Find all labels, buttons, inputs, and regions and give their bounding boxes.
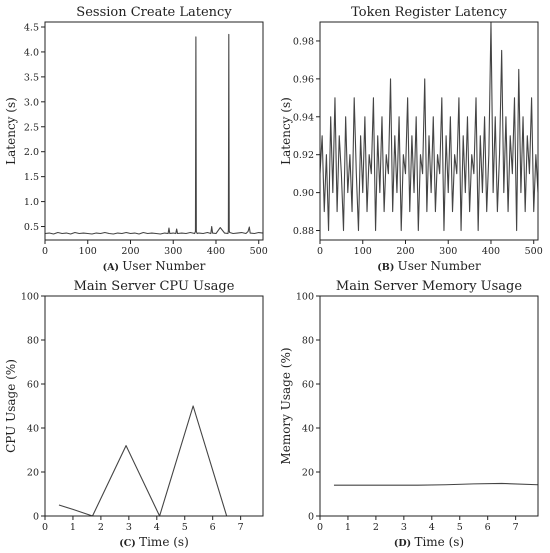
x-axis-label-letter: (C) [119,538,139,549]
x-tick-label: 0 [42,522,48,533]
x-tick-label: 1 [345,522,351,533]
x-axis-label: (D) Time (s) [394,535,464,549]
y-tick-label: 3.0 [24,97,39,108]
x-tick-label: 200 [121,246,139,257]
y-tick-label: 0 [308,512,314,523]
x-tick-label: 5 [182,522,188,533]
y-tick-label: 40 [27,424,39,435]
y-tick-label: 20 [302,468,314,479]
x-axis-label: (A) User Number [103,259,206,273]
x-tick-label: 500 [525,246,543,257]
series-line-1 [333,482,539,486]
series-line-1 [319,21,539,232]
y-tick-label: 0.88 [293,226,314,237]
chart-title: Token Register Latency [351,5,507,20]
y-axis-label: Latency (s) [279,97,293,165]
y-axis-label: Memory Usage (%) [279,347,293,464]
y-tick-label: 0.96 [293,74,314,85]
x-tick-label: 7 [513,522,519,533]
x-tick-label: 100 [354,246,372,257]
x-tick-label: 2 [98,522,104,533]
y-tick-label: 60 [302,380,314,391]
y-tick-label: 2.5 [24,122,39,133]
y-tick-label: 100 [21,292,39,303]
y-axis-label: Latency (s) [4,97,18,165]
x-tick-label: 500 [250,246,268,257]
x-axis-label-text: Time (s) [414,535,464,549]
x-tick-label: 1 [70,522,76,533]
y-tick-label: 0.5 [24,222,39,233]
x-tick-label: 6 [485,522,491,533]
y-tick-label: 20 [27,468,39,479]
x-tick-label: 0 [317,522,323,533]
x-axis-label-letter: (A) [103,262,123,273]
chart-panel-3: Main Server CPU Usage 0 1 2 3 4 5 6 7 0 20 40 60 80 10… [4,279,264,549]
x-tick-label: 5 [457,522,463,533]
y-tick-label: 1.0 [24,197,39,208]
x-tick-label: 300 [439,246,457,257]
x-axis-label-text: Time (s) [139,535,189,549]
y-tick-label: 3.5 [24,72,39,83]
y-tick-label: 1.5 [24,172,39,183]
chart-title: Main Server CPU Usage [74,279,235,294]
y-tick-label: 0.94 [293,112,314,123]
y-tick-label: 4.5 [24,22,39,33]
x-axis-label-text: User Number [122,259,205,273]
x-axis-label-letter: (B) [377,262,397,273]
chart-panel-2: Token Register Latency 0 100 200 300 400 500 0.… [279,5,543,273]
y-tick-label: 4.0 [24,47,39,58]
x-tick-label: 0 [317,246,323,257]
x-tick-label: 3 [401,522,407,533]
y-tick-label: 100 [296,292,314,303]
series-line-1 [58,405,241,517]
x-axis-label: (C) Time (s) [119,535,189,549]
x-tick-label: 6 [210,522,216,533]
y-tick-label: 0 [33,512,39,523]
y-tick-label: 40 [302,424,314,435]
y-tick-label: 0.98 [293,36,314,47]
x-tick-label: 200 [396,246,414,257]
plot-frame [44,295,264,517]
y-axis-label: CPU Usage (%) [4,359,18,453]
series-line-1 [44,33,264,235]
x-tick-label: 100 [79,246,97,257]
y-tick-label: 0.92 [293,150,314,161]
x-axis-label-text: User Number [398,259,481,273]
x-tick-label: 4 [154,522,160,533]
x-axis-label-letter: (D) [394,538,415,549]
x-tick-label: 4 [429,522,435,533]
y-tick-label: 80 [27,336,39,347]
x-tick-label: 0 [42,246,48,257]
x-tick-label: 400 [207,246,225,257]
x-tick-label: 400 [482,246,500,257]
y-tick-label: 60 [27,380,39,391]
y-tick-label: 2.0 [24,147,39,158]
chart-title: Session Create Latency [76,5,232,20]
plot-frame [319,21,539,241]
x-tick-label: 7 [238,522,244,533]
x-tick-label: 2 [373,522,379,533]
y-tick-label: 0.90 [293,188,314,199]
plot-frame [44,21,264,241]
plot-frame [319,295,539,517]
x-axis-label: (B) User Number [377,259,481,273]
chart-title: Main Server Memory Usage [336,279,522,294]
chart-panel-1: Session Create Latency 0 100 200 300 400 500 0.… [4,5,268,273]
y-tick-label: 80 [302,336,314,347]
chart-panel-4: Main Server Memory Usage 0 1 2 3 4 5 6 7 0 20 40 60 8… [279,279,539,549]
x-tick-label: 3 [126,522,132,533]
x-tick-label: 300 [164,246,182,257]
